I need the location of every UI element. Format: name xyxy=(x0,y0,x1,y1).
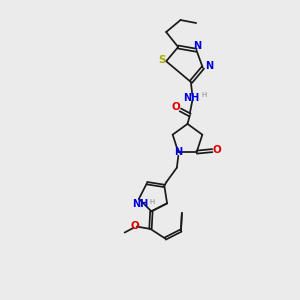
Text: N: N xyxy=(206,61,214,71)
Text: NH: NH xyxy=(132,199,148,209)
Text: N: N xyxy=(193,41,201,51)
Text: O: O xyxy=(130,221,139,231)
Text: S: S xyxy=(158,55,165,65)
Text: NH: NH xyxy=(183,93,199,103)
Text: H: H xyxy=(201,92,206,98)
Text: O: O xyxy=(172,102,180,112)
Text: O: O xyxy=(212,145,221,155)
Text: H: H xyxy=(149,200,154,206)
Text: N: N xyxy=(174,146,182,157)
